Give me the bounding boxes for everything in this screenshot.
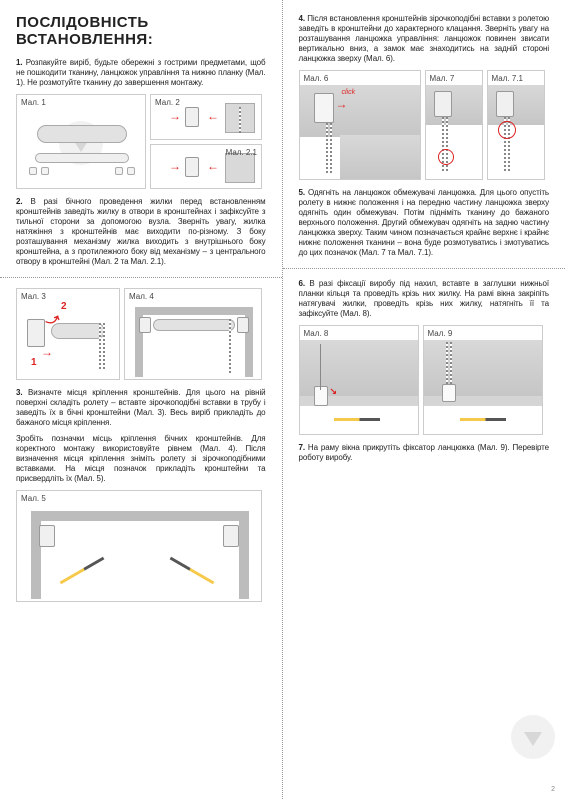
figure-8: Мал. 8 ↘	[299, 325, 419, 435]
step-4-text: Після встановлення кронштейнів зірочкопо…	[299, 14, 550, 63]
figure-5: Мал. 5	[16, 490, 262, 602]
step-7-text: На раму вікна прикрутіть фіксатор ланцюж…	[299, 443, 550, 462]
figure-2-1-label: Мал. 2.1	[226, 148, 257, 157]
badge-1: 1	[31, 357, 37, 368]
click-label: click	[342, 89, 356, 96]
figure-8-label: Мал. 8	[304, 329, 329, 338]
step-7: 7. На раму вікна прикрутіть фіксатор лан…	[299, 443, 550, 463]
step-1: 1. Розпакуйте виріб, будьте обережні з г…	[16, 58, 266, 88]
arrow-icon: →	[41, 345, 53, 359]
step-5-text: Одягніть на ланцюжок обмежувачі ланцюжка…	[299, 188, 550, 257]
step-5-num: 5.	[299, 188, 305, 197]
screwdriver-icon	[170, 557, 215, 585]
figure-6-label: Мал. 6	[304, 74, 329, 83]
step-6-num: 6.	[299, 279, 305, 288]
step-1-num: 1.	[16, 58, 22, 67]
figure-row-3: Мал. 6 → click Мал. 7 М	[299, 70, 550, 180]
badge-2: 2	[61, 301, 67, 312]
watermark-icon	[511, 715, 555, 759]
right-column: 4. Після встановлення кронштейнів зірочк…	[283, 0, 565, 799]
figure-1-label: Мал. 1	[21, 98, 46, 107]
figure-1: Мал. 1	[16, 94, 146, 189]
step-2-num: 2.	[16, 197, 22, 206]
divider	[283, 268, 565, 269]
arrow-icon: →	[169, 109, 181, 123]
figure-7-label: Мал. 7	[430, 74, 455, 83]
step-4-num: 4.	[299, 14, 305, 23]
figure-row-1: Мал. 1 Мал. 2 → → Мал.	[16, 94, 266, 189]
figure-4-label: Мал. 4	[129, 292, 154, 301]
step-1-text: Розпакуйте виріб, будьте обережні з гост…	[16, 58, 266, 87]
figure-2-1: Мал. 2.1 → →	[150, 144, 262, 189]
figure-9-label: Мал. 9	[428, 329, 453, 338]
figure-9: Мал. 9	[423, 325, 543, 435]
step-7-num: 7.	[299, 443, 305, 452]
arrow-icon: →	[207, 109, 219, 123]
step-2: 2. В разі бічного проведення жилки перед…	[16, 197, 266, 267]
page-number: 2	[551, 786, 555, 793]
figure-2-label: Мал. 2	[155, 98, 180, 107]
step-3b: Зробіть позначки місць кріплення бічних …	[16, 434, 266, 484]
divider	[0, 277, 282, 278]
figure-row-4: Мал. 8 ↘ Мал. 9	[299, 325, 550, 435]
step-3-num: 3.	[16, 388, 22, 397]
figure-7-1-label: Мал. 7.1	[492, 74, 523, 83]
step-5: 5. Одягніть на ланцюжок обмежувачі ланцю…	[299, 188, 550, 258]
figure-7-1: Мал. 7.1	[487, 70, 545, 180]
figure-2: Мал. 2 → →	[150, 94, 262, 140]
left-column: ПОСЛІДОВНІСТЬ ВСТАНОВЛЕННЯ: 1. Розпакуйт…	[0, 0, 283, 799]
screwdriver-icon	[60, 557, 105, 585]
step-6: 6. В разі фіксації виробу під нахил, вст…	[299, 279, 550, 319]
step-3a-text: Визначте місця кріплення кронштейнів. Дл…	[16, 388, 266, 427]
screwdriver-icon	[460, 418, 506, 421]
page-title: ПОСЛІДОВНІСТЬ ВСТАНОВЛЕННЯ:	[16, 14, 266, 48]
figure-3: Мал. 3 1 2 ⤴ →	[16, 288, 120, 380]
figure-7: Мал. 7	[425, 70, 483, 180]
step-3a: 3. Визначте місця кріплення кронштейнів.…	[16, 388, 266, 428]
screwdriver-icon	[334, 418, 380, 421]
step-4: 4. Після встановлення кронштейнів зірочк…	[299, 14, 550, 64]
figure-row-2: Мал. 3 1 2 ⤴ → Мал. 4	[16, 288, 266, 380]
arrow-icon: →	[207, 159, 219, 173]
figure-5-label: Мал. 5	[21, 494, 46, 503]
arrow-icon: →	[336, 97, 348, 111]
arrow-icon: →	[169, 159, 181, 173]
figure-6: Мал. 6 → click	[299, 70, 421, 180]
figure-4: Мал. 4	[124, 288, 262, 380]
figure-3-label: Мал. 3	[21, 292, 46, 301]
step-6-text: В разі фіксації виробу під нахил, вставт…	[299, 279, 550, 318]
step-2-text: В разі бічного проведення жилки перед вс…	[16, 197, 266, 266]
arrow-icon: ↘	[330, 386, 338, 397]
